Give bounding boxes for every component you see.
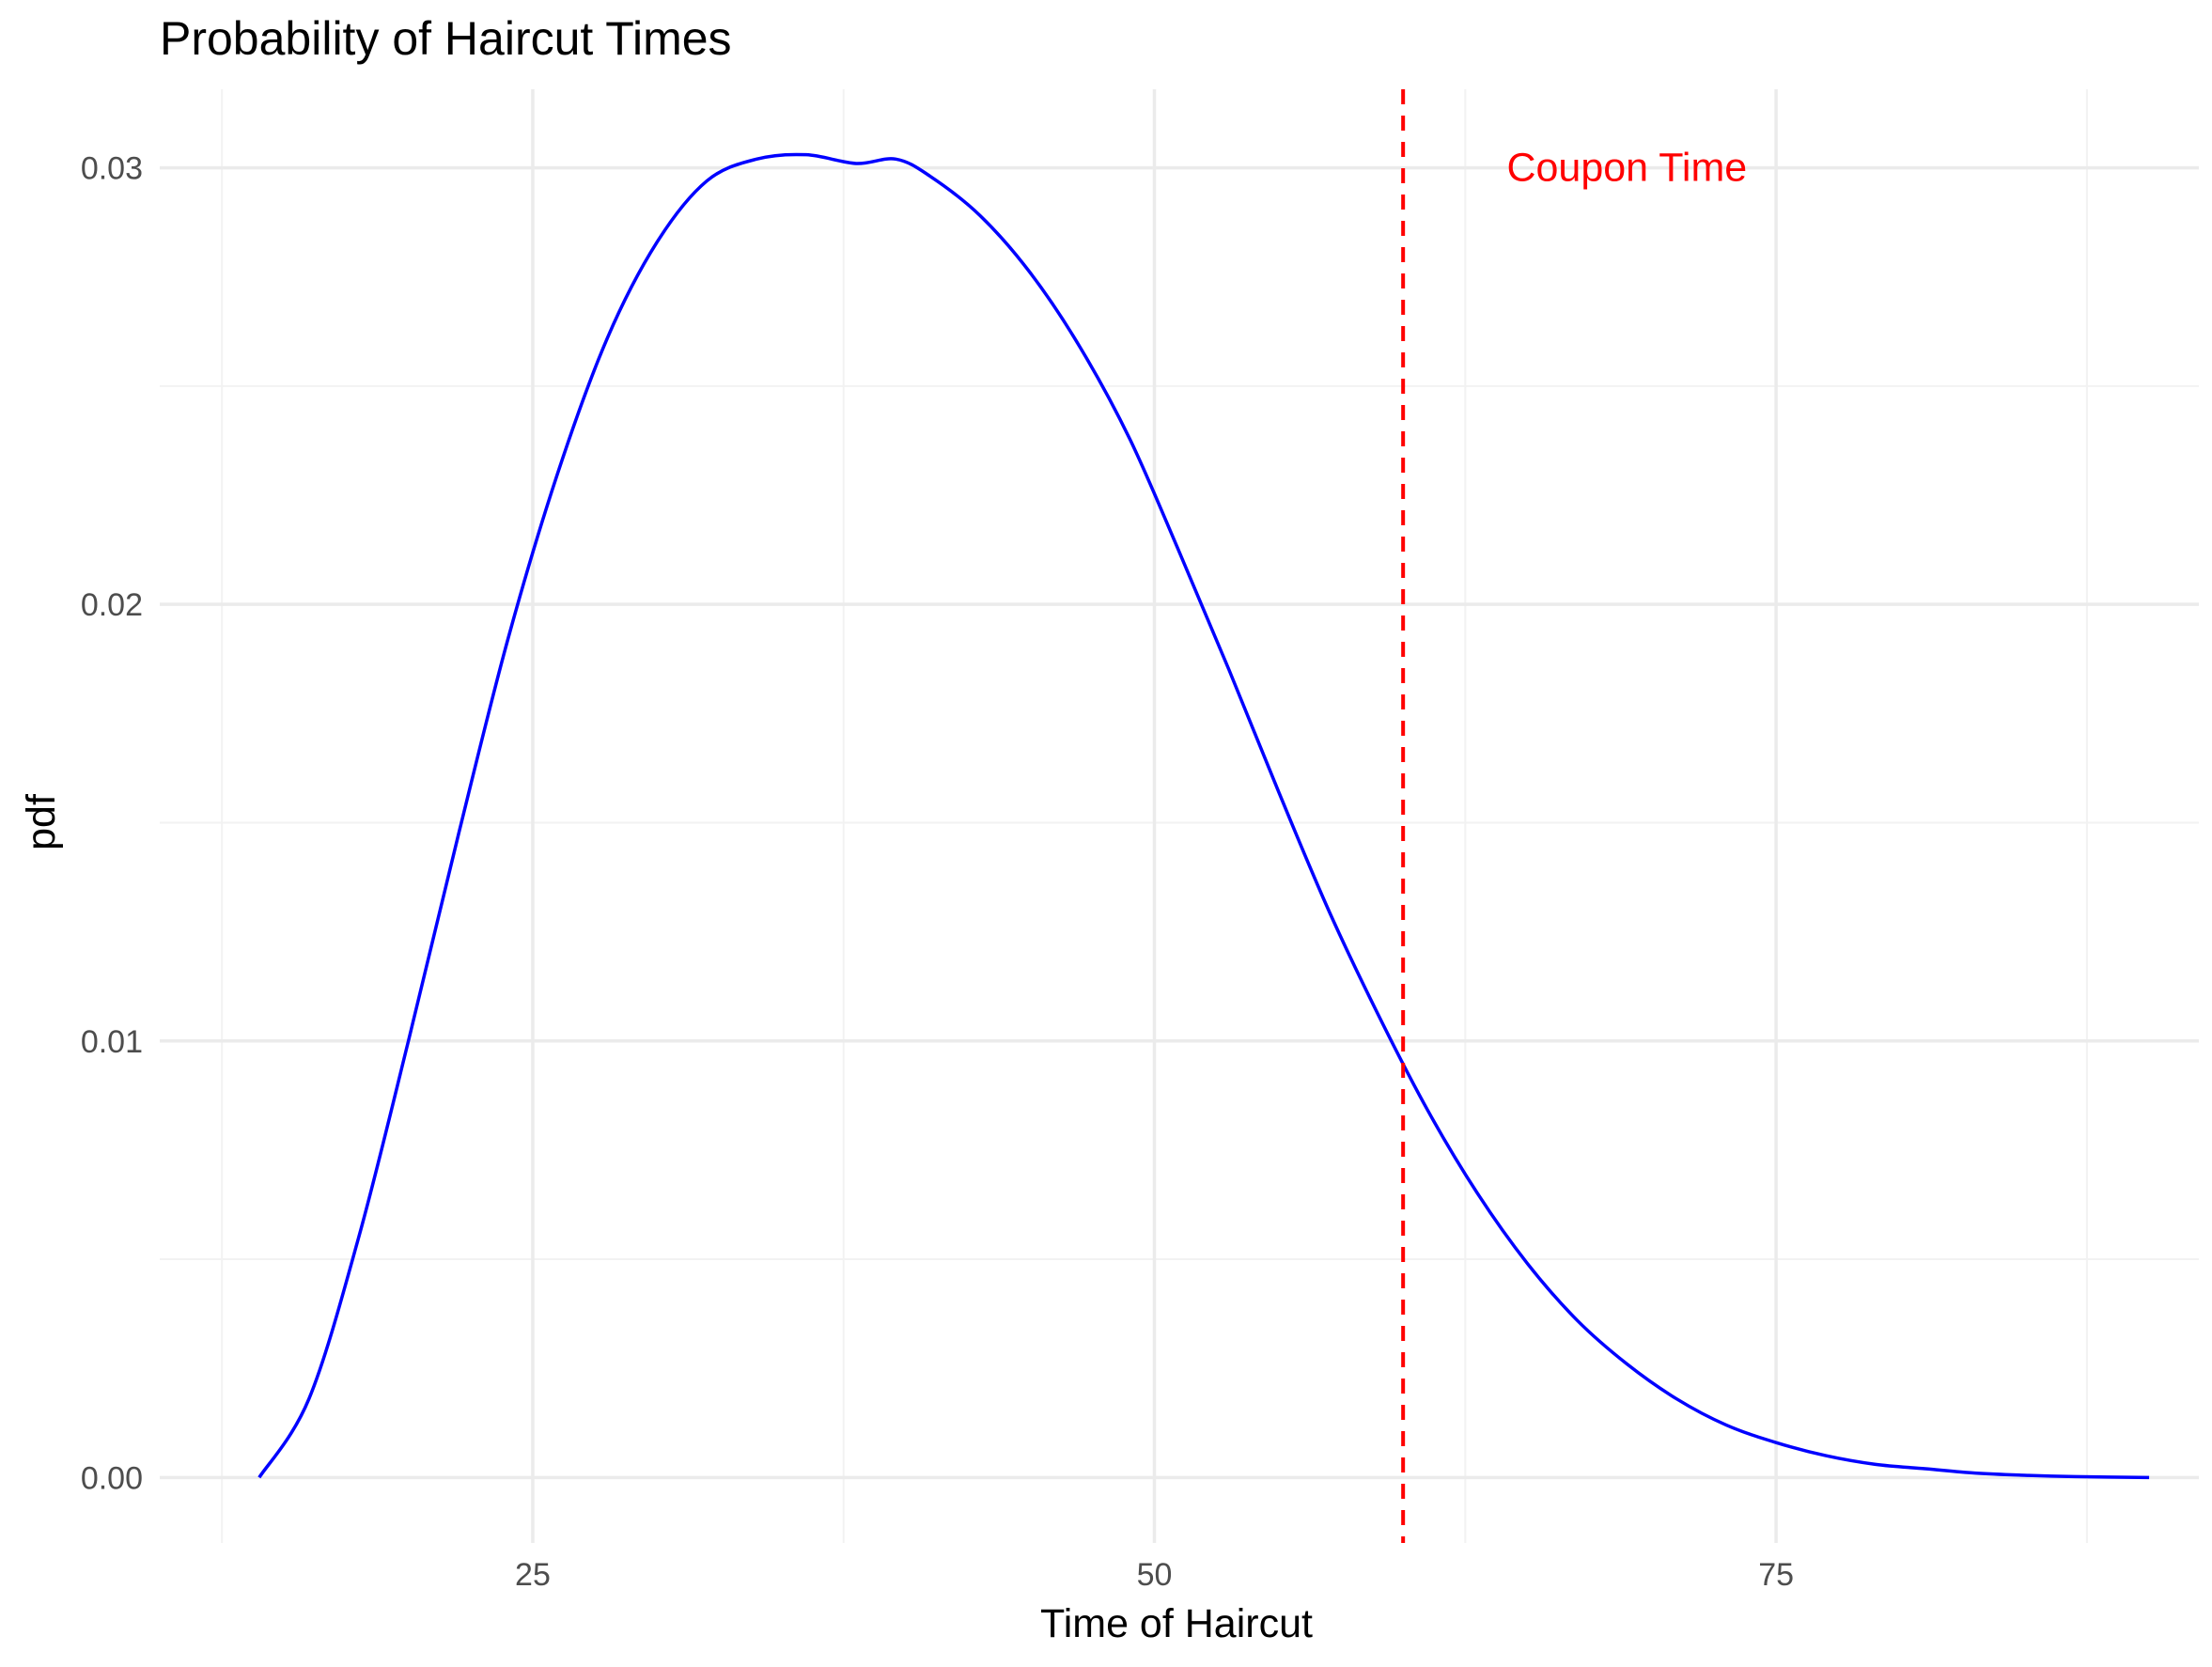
x-tick-label: 50 [1137, 1557, 1173, 1593]
series-layer [257, 152, 2150, 1480]
y-tick-label: 0.01 [81, 1024, 143, 1060]
coupon-time-label: Coupon Time [1506, 146, 1747, 191]
tick-labels: 25 50 75 0.00 0.01 0.02 0.03 [81, 151, 1794, 1593]
pdf-curve-0 [257, 152, 2150, 1480]
y-tick-label: 0.02 [81, 587, 143, 623]
chart-title: Probability of Haircut Times [160, 12, 732, 65]
y-axis-title: pdf [19, 793, 64, 850]
x-axis-title: Time of Haircut [1040, 1601, 1313, 1646]
y-tick-label: 0.03 [81, 151, 143, 187]
x-tick-label: 25 [515, 1557, 551, 1593]
y-tick-label: 0.00 [81, 1460, 143, 1496]
annotation-layer: Coupon Time [1401, 89, 1747, 1543]
x-tick-label: 75 [1758, 1557, 1794, 1593]
grid-lines [160, 89, 2199, 1543]
